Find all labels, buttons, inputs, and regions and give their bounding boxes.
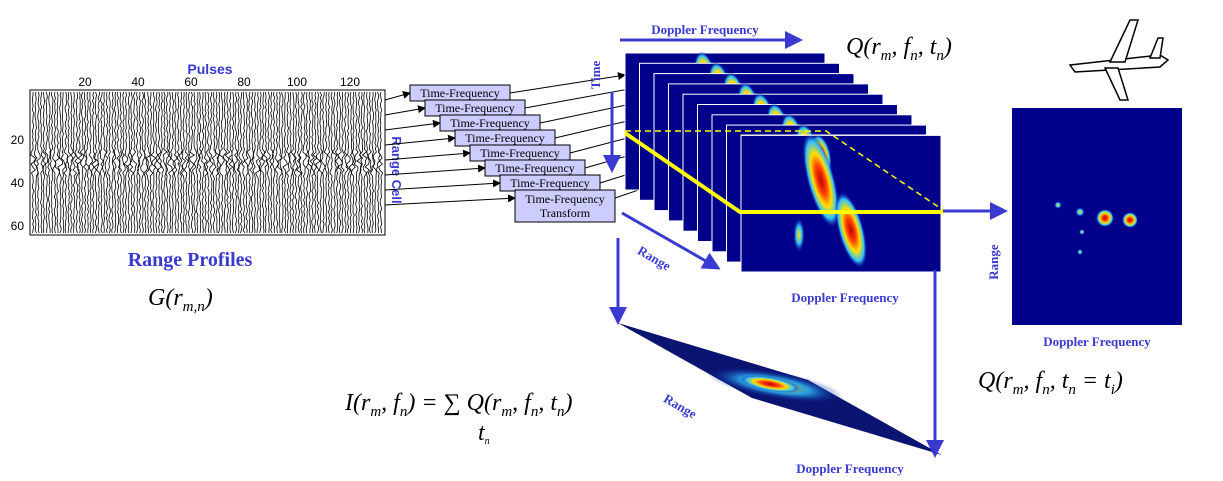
arrow: [385, 123, 440, 130]
transform-label: Time-Frequency: [420, 86, 500, 100]
formula-part: ): [563, 390, 573, 416]
transform-label-line: Transform: [540, 206, 591, 220]
transform-label: Time-Frequency: [480, 146, 560, 160]
x-tick-label: 120: [340, 75, 360, 89]
x-tick-label: 20: [78, 75, 92, 89]
transform-label-line: Time-Frequency: [525, 192, 605, 206]
range-profile-plot: 20 40 60 80 100 120 20 40 60: [11, 75, 385, 235]
formula-part: , t: [918, 34, 938, 60]
formula-part: ): [203, 285, 213, 311]
formula-sub: n: [936, 48, 944, 64]
formula-sub: n: [531, 404, 539, 420]
blob: [793, 217, 805, 253]
range-profiles-title: Range Profiles: [128, 249, 253, 271]
transform-label: Time-Frequency: [435, 101, 515, 115]
arrow: [385, 93, 410, 100]
formula-part: I(r: [344, 390, 371, 416]
arrow: [525, 87, 640, 108]
formula: Q(rm, fn, tn): [846, 34, 952, 64]
transform-label: Time-Frequency: [465, 131, 545, 145]
airplane: [1070, 20, 1168, 100]
sum-image: [618, 323, 942, 455]
x-axis-label: Pulses: [187, 61, 232, 77]
arrow: [510, 75, 625, 93]
formula-part: Q(r: [978, 368, 1013, 394]
transform-label: Time-Frequency: [495, 161, 575, 175]
formula-part: = t: [1076, 368, 1112, 394]
doppler-label: Doppler Frequency: [1043, 334, 1151, 349]
arrow: [385, 108, 425, 115]
doppler-label: Doppler Frequency: [651, 22, 759, 37]
formula-part: ): [1113, 368, 1123, 394]
formula-sub: m,n: [183, 299, 205, 315]
time-label: Time: [588, 60, 603, 89]
x-tick-label: 100: [287, 75, 307, 89]
formula: I(rm, fn) = ∑ Q(rm, fn, tn): [344, 390, 573, 420]
formula-sub: n: [1068, 382, 1076, 398]
range-label: Range: [661, 391, 699, 422]
snapshot-image: [1012, 108, 1182, 325]
formula-sub: n: [400, 404, 408, 420]
x-tick-label: 60: [184, 75, 198, 89]
formula-part: ) = ∑ Q(r: [405, 390, 502, 416]
formula-sub: n: [1042, 382, 1050, 398]
formula-sub: m: [370, 404, 381, 420]
y-axis-label: Range Cell: [389, 136, 404, 203]
formula-part: ): [942, 34, 952, 60]
x-tick-label: 80: [237, 75, 251, 89]
sum-index: tn: [478, 420, 490, 447]
formula-part: G(r: [148, 285, 183, 311]
formula-part: Q(r: [846, 34, 881, 60]
formula-sub: n: [557, 404, 565, 420]
diagram: 20 40 60 80 100 120 20 40 60 Pulses Range Cell R…: [0, 0, 1223, 481]
frame-stack: [625, 49, 943, 272]
formula: Q(rm, fn, tn = ti): [978, 368, 1123, 398]
y-tick-label: 20: [11, 133, 25, 147]
doppler-label: Doppler Frequency: [796, 461, 904, 476]
formula-part: , t: [1050, 368, 1070, 394]
formula-sub: m: [881, 48, 892, 64]
transform-label: Time-Frequency: [510, 176, 590, 190]
range-label: Range: [986, 244, 1001, 280]
range-label: Range: [635, 243, 673, 274]
formula-sub: n: [910, 48, 918, 64]
formula-part: , t: [538, 390, 558, 416]
x-tick-label: 40: [131, 75, 145, 89]
y-tick-label: 60: [11, 219, 25, 233]
formula-sub: m: [501, 404, 512, 420]
transform-label: Time-Frequency: [450, 116, 530, 130]
formula-sub: m: [1013, 382, 1024, 398]
doppler-label: Doppler Frequency: [791, 290, 899, 305]
formula: G(rm,n): [148, 285, 213, 315]
y-tick-label: 40: [11, 176, 25, 190]
